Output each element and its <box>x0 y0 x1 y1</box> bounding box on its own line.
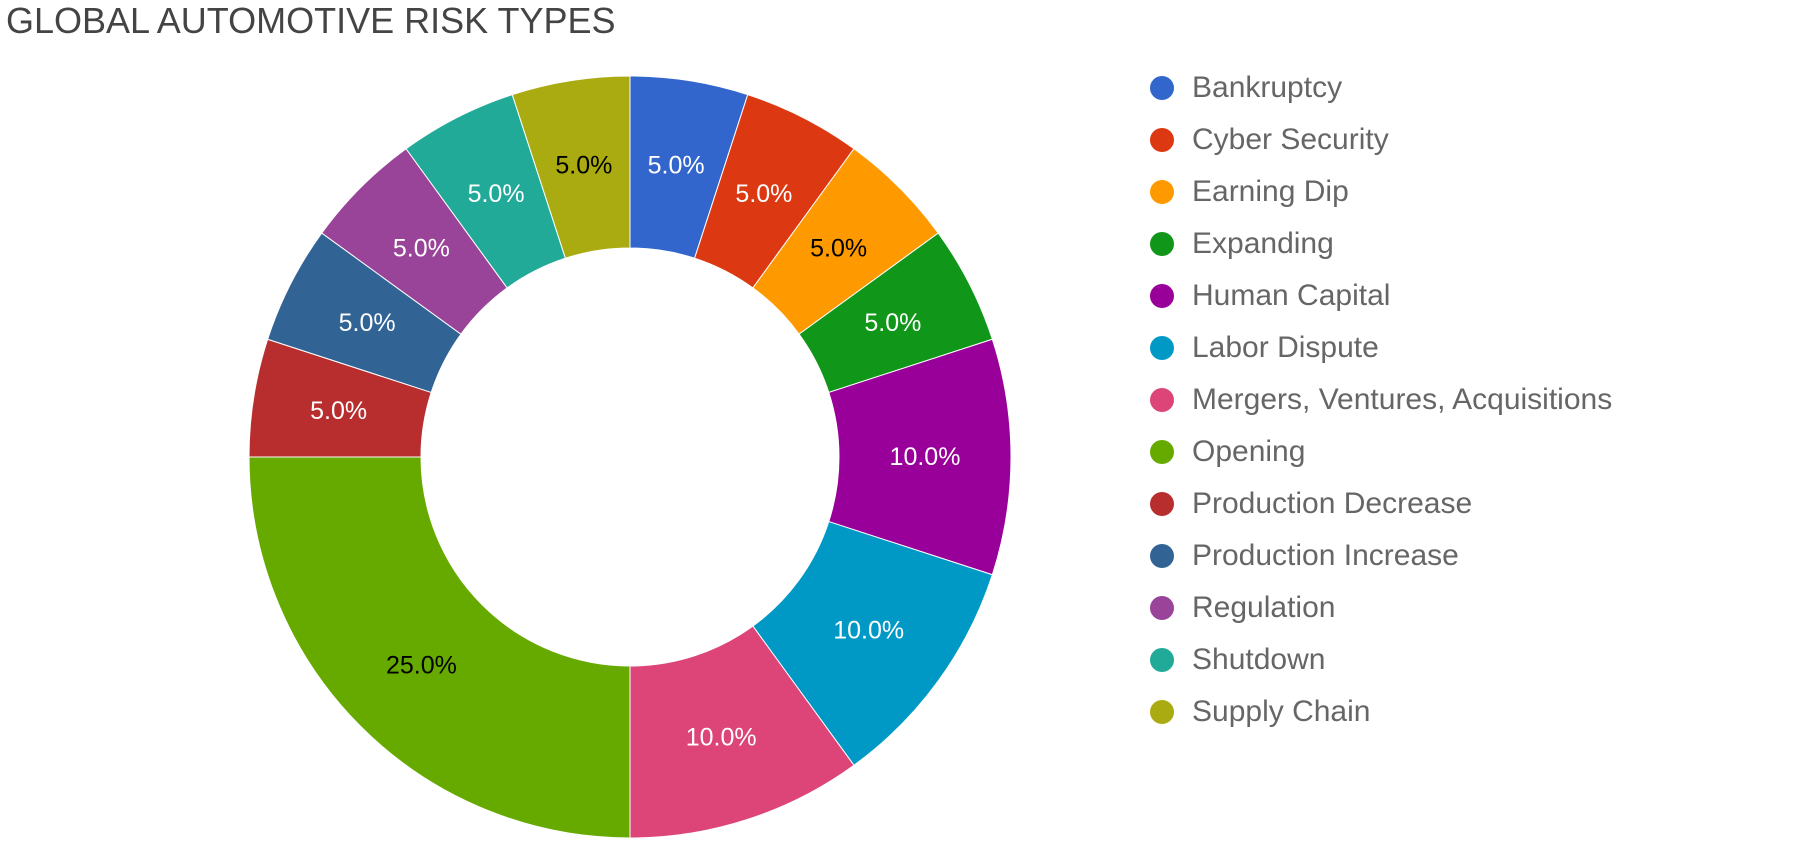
legend-item-shutdown[interactable]: Shutdown <box>1150 634 1612 686</box>
slice-group <box>248 75 1012 839</box>
legend-label: Production Increase <box>1192 539 1459 572</box>
legend-swatch-icon <box>1150 284 1174 308</box>
data-label-earning-dip: 5.0% <box>810 234 867 262</box>
legend-item-supply-chain[interactable]: Supply Chain <box>1150 686 1612 738</box>
chart-title: GLOBAL AUTOMOTIVE RISK TYPES <box>6 0 616 41</box>
data-label-cyber-security: 5.0% <box>735 180 792 208</box>
legend-item-mergers-ventures-acquisitions[interactable]: Mergers, Ventures, Acquisitions <box>1150 374 1612 426</box>
slice-supply-chain[interactable] <box>511 75 631 259</box>
legend-label: Shutdown <box>1192 643 1326 676</box>
slice-opening[interactable] <box>248 456 631 839</box>
legend-swatch-icon <box>1150 232 1174 256</box>
legend: Bankruptcy Cyber Security Earning Dip Expan… <box>1150 62 1612 738</box>
data-label-shutdown: 5.0% <box>468 180 525 208</box>
legend-label: Production Decrease <box>1192 487 1473 520</box>
legend-label: Expanding <box>1192 227 1334 260</box>
data-label-opening: 25.0% <box>386 652 457 680</box>
legend-swatch-icon <box>1150 596 1174 620</box>
legend-swatch-icon <box>1150 648 1174 672</box>
legend-label: Human Capital <box>1192 279 1391 312</box>
data-label-bankruptcy: 5.0% <box>648 152 705 180</box>
legend-swatch-icon <box>1150 700 1174 724</box>
data-label-expanding: 5.0% <box>864 309 921 337</box>
legend-label: Bankruptcy <box>1192 71 1343 104</box>
legend-swatch-icon <box>1150 388 1174 412</box>
data-label-regulation: 5.0% <box>393 234 450 262</box>
legend-item-cyber-security[interactable]: Cyber Security <box>1150 114 1612 166</box>
legend-swatch-icon <box>1150 492 1174 516</box>
legend-swatch-icon <box>1150 180 1174 204</box>
data-label-group: 5.0% 5.0% 5.0% 5.0% 10.0% 10.0% 10.0% 25.0% 5.0%… <box>310 152 960 752</box>
legend-swatch-icon <box>1150 440 1174 464</box>
legend-label: Labor Dispute <box>1192 331 1379 364</box>
legend-item-regulation[interactable]: Regulation <box>1150 582 1612 634</box>
legend-swatch-icon <box>1150 76 1174 100</box>
legend-swatch-icon <box>1150 128 1174 152</box>
legend-item-earning-dip[interactable]: Earning Dip <box>1150 166 1612 218</box>
data-label-labor-dispute: 10.0% <box>833 616 904 644</box>
legend-swatch-icon <box>1150 544 1174 568</box>
data-label-production-decrease: 5.0% <box>310 397 367 425</box>
data-label-mergers-ventures-acquisitions: 10.0% <box>686 724 757 752</box>
legend-item-opening[interactable]: Opening <box>1150 426 1612 478</box>
legend-label: Opening <box>1192 435 1306 468</box>
legend-item-expanding[interactable]: Expanding <box>1150 218 1612 270</box>
legend-item-labor-dispute[interactable]: Labor Dispute <box>1150 322 1612 374</box>
legend-item-human-capital[interactable]: Human Capital <box>1150 270 1612 322</box>
legend-item-production-increase[interactable]: Production Increase <box>1150 530 1612 582</box>
data-label-production-increase: 5.0% <box>339 309 396 337</box>
data-label-human-capital: 10.0% <box>890 443 961 471</box>
legend-label: Supply Chain <box>1192 695 1371 728</box>
data-label-supply-chain: 5.0% <box>555 152 612 180</box>
legend-item-bankruptcy[interactable]: Bankruptcy <box>1150 62 1612 114</box>
legend-label: Earning Dip <box>1192 175 1349 208</box>
legend-label: Regulation <box>1192 591 1336 624</box>
legend-swatch-icon <box>1150 336 1174 360</box>
legend-item-production-decrease[interactable]: Production Decrease <box>1150 478 1612 530</box>
legend-label: Cyber Security <box>1192 123 1389 156</box>
legend-label: Mergers, Ventures, Acquisitions <box>1192 383 1613 416</box>
